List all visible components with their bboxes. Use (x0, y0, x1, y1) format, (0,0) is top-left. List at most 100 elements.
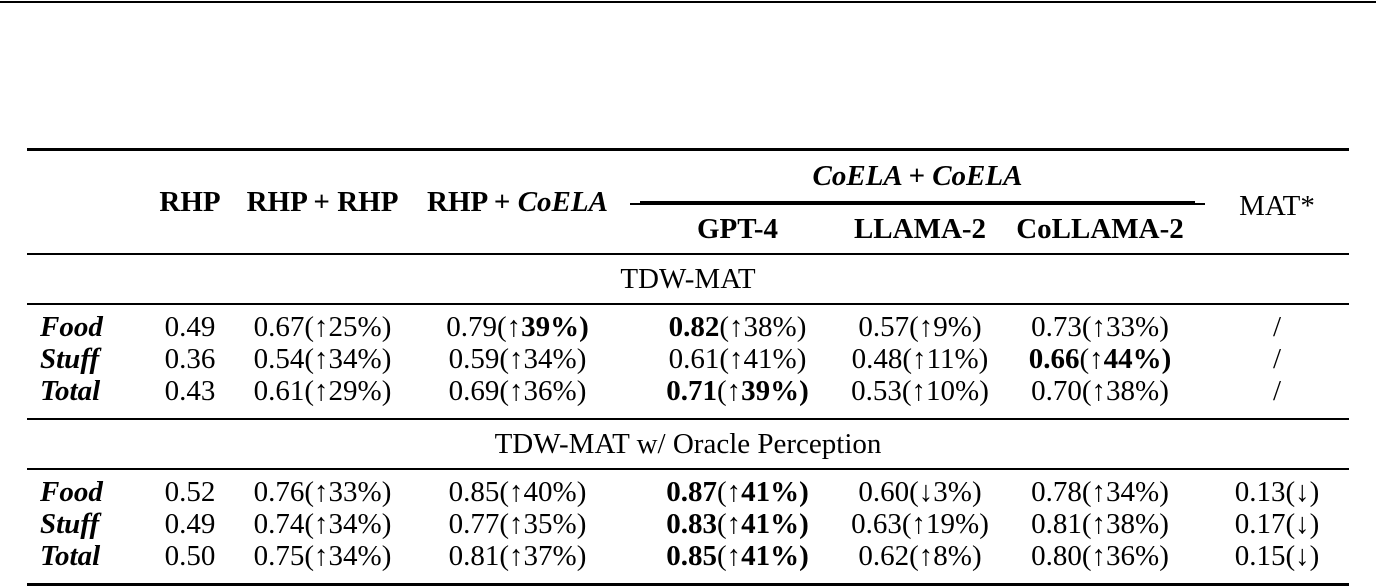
paren-close: ) (1159, 508, 1169, 540)
metric-value: 0.17 (1234, 508, 1286, 540)
paren-close: ) (576, 476, 587, 508)
header-llama2: LLAMA-2 (845, 204, 995, 255)
paren-open: ( (499, 508, 510, 540)
arrow-up-icon: ↑ (918, 540, 934, 572)
metric-cell: 0.78(↑34%) (995, 469, 1205, 508)
metric-change: 34% (328, 343, 382, 375)
header-rhp-plus-rhp: RHP + RHP (240, 149, 405, 255)
arrow-up-icon: ↑ (509, 508, 524, 540)
metric-value: 0.80 (1031, 540, 1082, 572)
arrow-up-icon: ↑ (729, 311, 744, 343)
paren-close: ) (1159, 375, 1169, 407)
paren-open: ( (1081, 476, 1092, 508)
paren-close: ) (1161, 343, 1172, 375)
metric-value: 0.36 (164, 343, 216, 375)
table-row: Food 0.52 0.76(↑33%) 0.85(↑40%) 0.87(↑41%) 0.… (27, 469, 1349, 508)
row-label: Stuff (40, 508, 100, 540)
metric-value: 0.52 (164, 476, 216, 508)
metric-change: 36% (523, 375, 577, 407)
paren-close: ) (381, 375, 392, 407)
metric-change: 10% (926, 375, 980, 407)
header-row-1: RHP RHP + RHP RHP + CoELA CoELA + CoELA … (27, 149, 1349, 255)
paren-close: ) (799, 508, 809, 540)
paren-open: ( (304, 476, 315, 508)
header-group-coela-coela: CoELA + CoELA (630, 149, 1205, 205)
paren-open: ( (719, 343, 730, 375)
metric-value: 0.83 (666, 508, 717, 540)
metric-cell: 0.59(↑34%) (405, 343, 630, 375)
arrow-up-icon: ↑ (726, 476, 742, 508)
paren-close: ) (576, 343, 587, 375)
metric-change: 38% (1106, 508, 1160, 540)
arrow-up-icon: ↑ (314, 311, 329, 343)
metric-change: 11% (926, 343, 979, 375)
metric-value: 0.63 (851, 508, 902, 540)
metric-change: 38% (743, 311, 797, 343)
paren-close: ) (1159, 540, 1169, 572)
paren-close: ) (978, 343, 989, 375)
arrow-up-icon: ↑ (506, 311, 522, 343)
metric-change: 34% (328, 540, 382, 572)
metric-change: 3% (933, 476, 972, 508)
header-collama2: CoLLAMA-2 (995, 204, 1205, 255)
arrow-up-icon: ↑ (726, 540, 742, 572)
paren-close: ) (971, 311, 982, 343)
metric-cell: 0.57(↑9%) (845, 304, 995, 343)
paren-close: ) (979, 375, 989, 407)
paren-close: ) (796, 343, 807, 375)
paren-open: ( (304, 343, 315, 375)
arrow-up-icon: ↑ (314, 508, 329, 540)
metric-change: 8% (933, 540, 972, 572)
metric-cell: 0.79(↑39%) (405, 304, 630, 343)
paren-open: ( (909, 476, 919, 508)
metric-value: 0.57 (858, 311, 910, 343)
header-rhp-plus-coela-prefix: RHP + (427, 185, 518, 218)
metric-value: 0.81 (1031, 508, 1082, 540)
paren-open: ( (716, 476, 727, 508)
paren-close: ) (799, 375, 809, 407)
metric-cell: 0.82(↑38%) (630, 304, 845, 343)
metric-value: 0.87 (666, 476, 717, 508)
metric-cell: 0.36 (140, 343, 240, 375)
metric-cell: 0.85(↑41%) (630, 540, 845, 586)
metric-change: 41% (741, 476, 800, 508)
paren-open: ( (716, 540, 727, 572)
metric-value: 0.73 (1031, 311, 1082, 343)
metric-change: 41% (741, 540, 800, 572)
metric-change: 41% (741, 508, 800, 540)
paren-open: ( (716, 375, 727, 407)
metric-cell: 0.61(↑29%) (240, 375, 405, 420)
paren-close: ) (381, 540, 392, 572)
metric-cell: 0.49 (140, 304, 240, 343)
paren-close: ) (1159, 476, 1169, 508)
paren-open: ( (909, 311, 919, 343)
metric-cell: / (1205, 304, 1349, 343)
metric-value: 0.61 (253, 375, 305, 407)
paren-open: ( (901, 508, 912, 540)
header-rhp-plus-coela: RHP + CoELA (405, 149, 630, 255)
metric-change: 40% (523, 476, 577, 508)
paren-close: ) (796, 311, 807, 343)
paren-close: ) (381, 508, 392, 540)
paren-close: ) (971, 540, 982, 572)
arrow-up-icon: ↑ (918, 311, 934, 343)
metric-value: 0.49 (164, 508, 216, 540)
arrow-down-icon: ↓ (1295, 476, 1310, 508)
paren-open: ( (909, 540, 919, 572)
arrow-down-icon: ↓ (1295, 540, 1310, 572)
metric-cell: 0.69(↑36%) (405, 375, 630, 420)
arrow-up-icon: ↑ (1091, 311, 1107, 343)
metric-value: 0.79 (446, 311, 497, 343)
row-label: Total (27, 375, 140, 420)
metric-cell: 0.13(↓) (1205, 469, 1349, 508)
metric-change: 41% (743, 343, 797, 375)
metric-cell: 0.50 (140, 540, 240, 586)
metric-cell: 0.60(↓3%) (845, 469, 995, 508)
metric-cell: 0.75(↑34%) (240, 540, 405, 586)
metric-cell: 0.77(↑35%) (405, 508, 630, 540)
paren-close: ) (979, 508, 989, 540)
paren-close: ) (579, 311, 589, 343)
arrow-up-icon: ↑ (911, 508, 927, 540)
metric-change: 9% (933, 311, 972, 343)
row-label: Food (40, 311, 103, 343)
